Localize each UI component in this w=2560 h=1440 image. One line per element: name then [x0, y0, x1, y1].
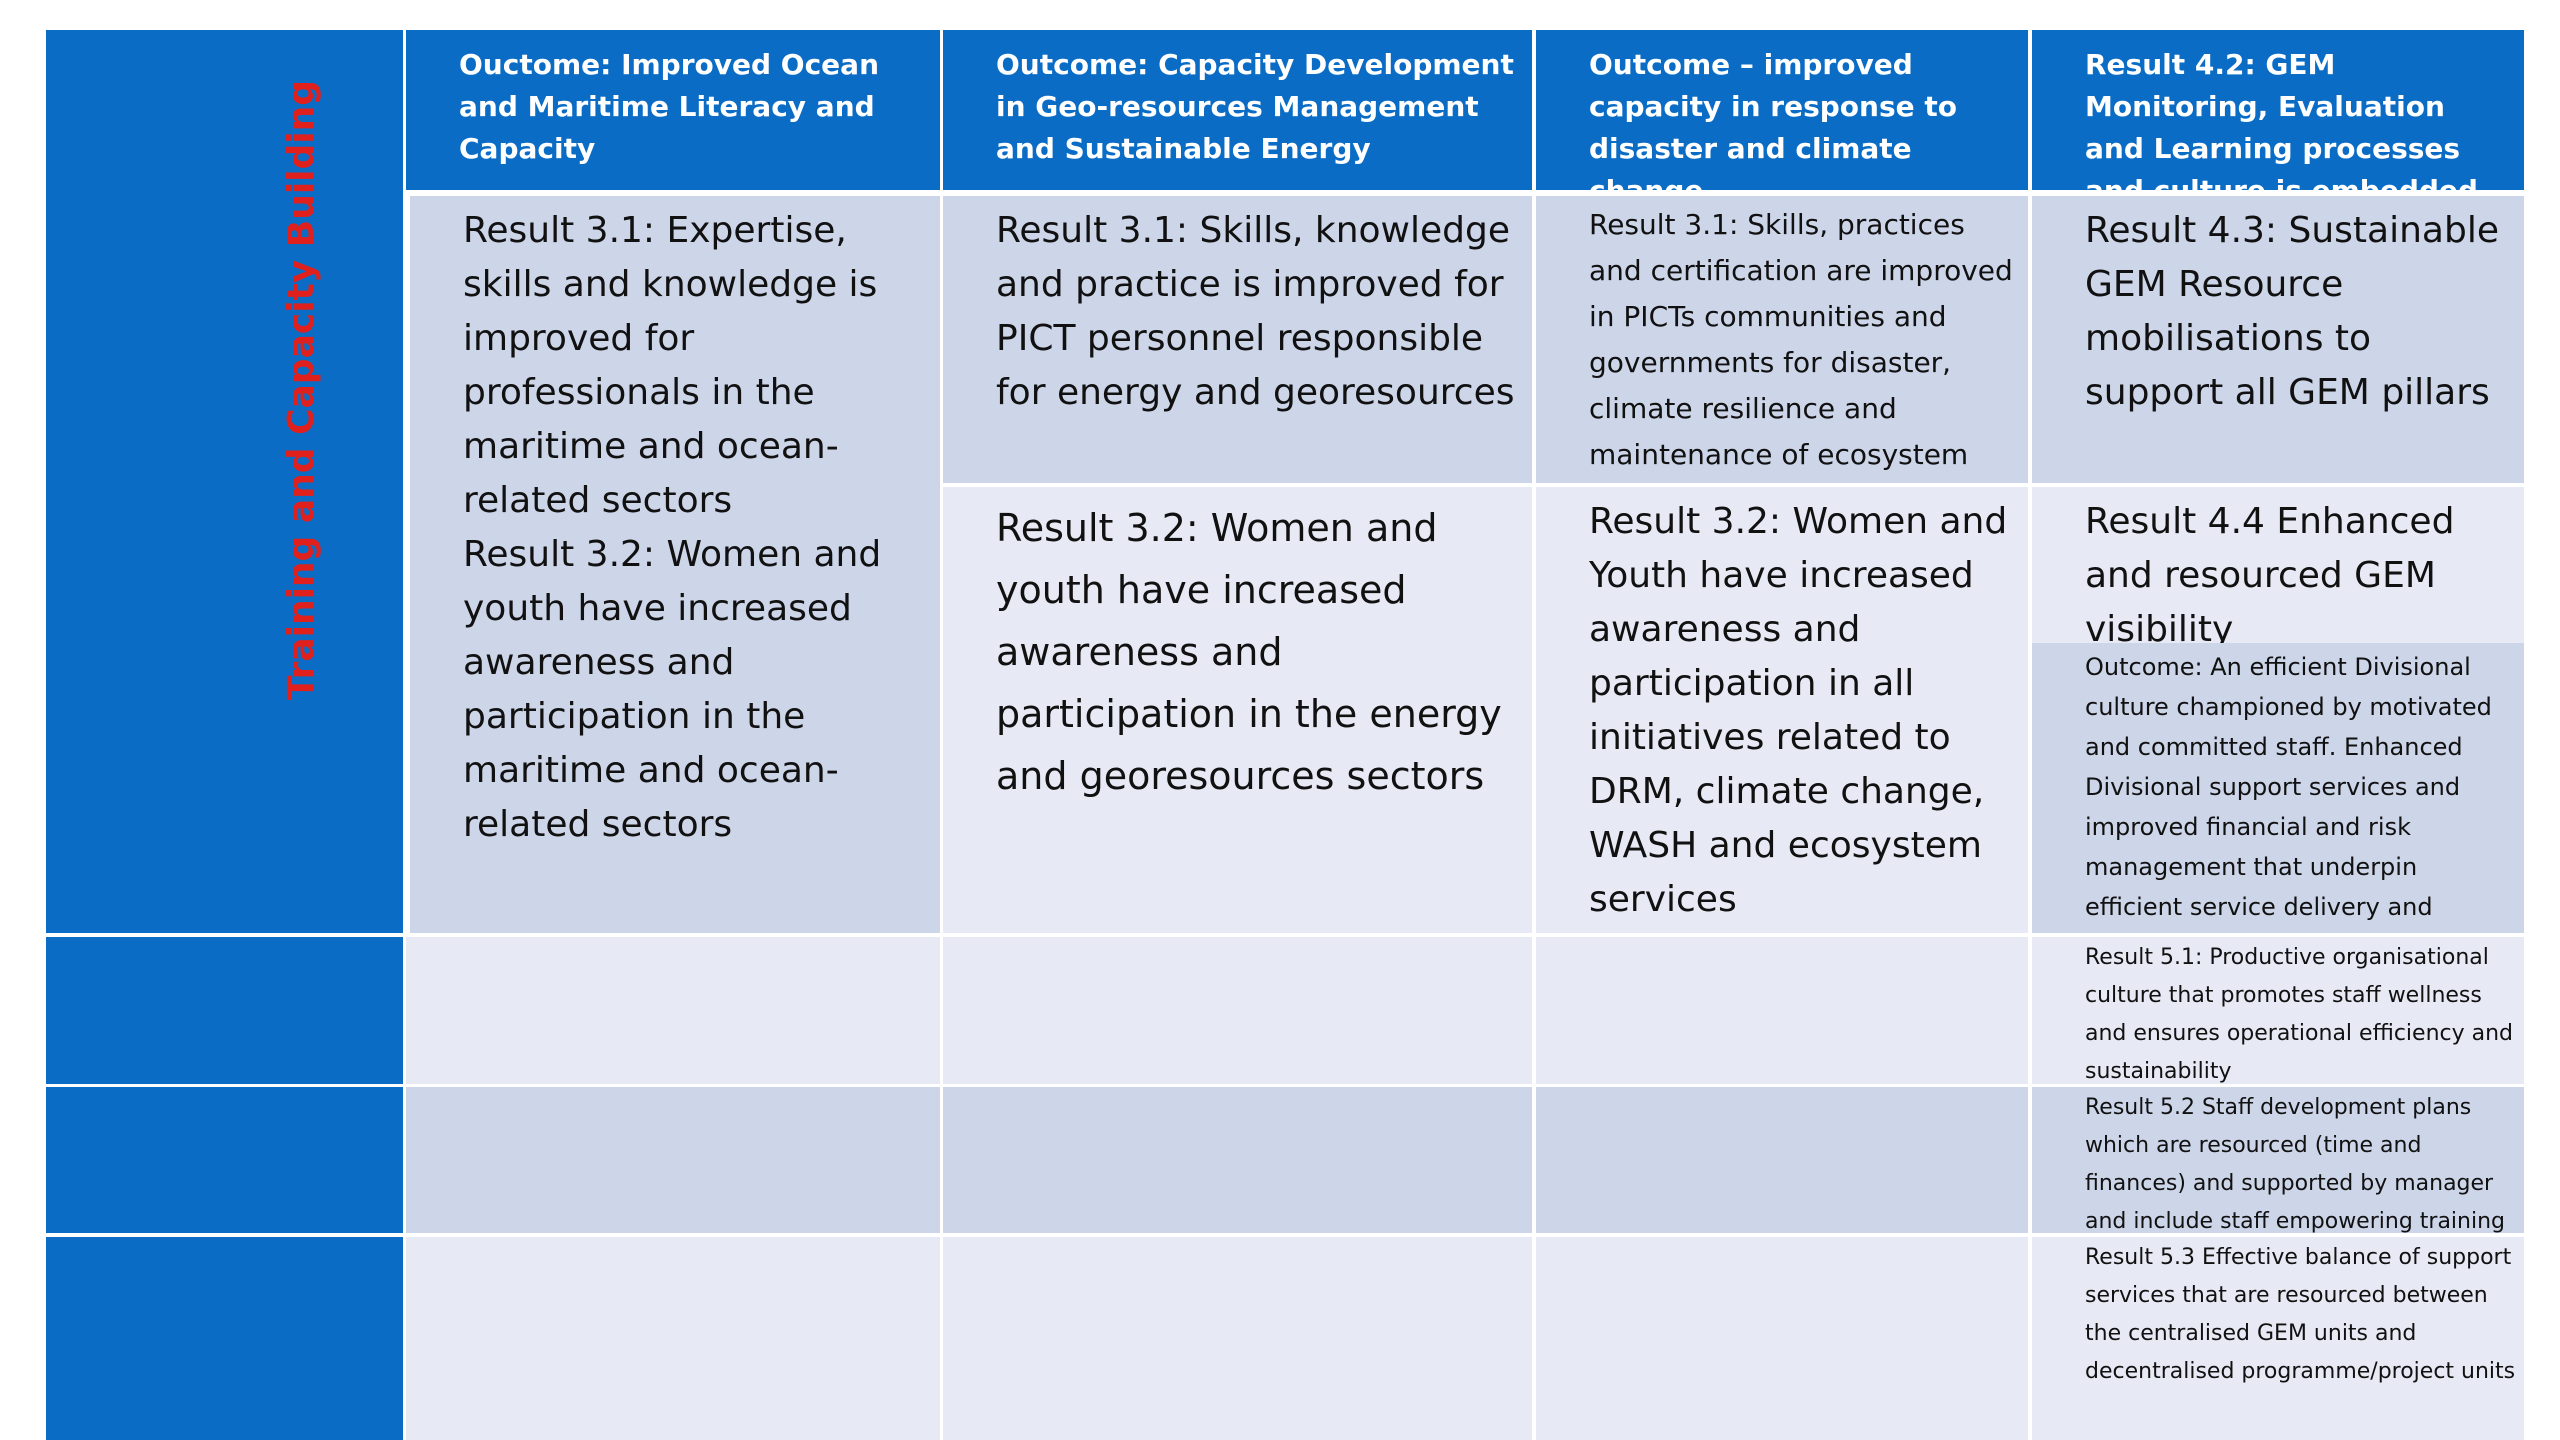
col4-result-5-3-cell: Result 5.3 Effective balance of support …: [2032, 1237, 2524, 1440]
side-block-row3: [46, 1087, 403, 1233]
row4-col2-cell: [943, 1237, 1532, 1440]
header-col1: Ouctome: Improved Ocean and Maritime Lit…: [406, 30, 940, 190]
header-col3: Outcome – improved capacity in response …: [1536, 30, 2028, 190]
col2-result-3-1: Result 3.1: Skills, knowledge and practi…: [996, 210, 1515, 413]
col4-result-4-4: Result 4.4 Enhanced and resourced GEM vi…: [2085, 501, 2455, 643]
col2-result-3-2-cell: Result 3.2: Women and youth have increas…: [943, 487, 1532, 933]
side-block-row4: [46, 1237, 403, 1440]
col1-result-3-1: Result 3.1: Expertise, skills and knowle…: [463, 210, 878, 521]
col4-result-4-3: Result 4.3: Sustainable GEM Resource mob…: [2085, 210, 2499, 413]
row2-col1-cell: [406, 937, 940, 1084]
col4-result-4-3-cell: Result 4.3: Sustainable GEM Resource mob…: [2032, 196, 2524, 483]
row2-col3-cell: [1536, 937, 2028, 1084]
col1-main-cell: Result 3.1: Expertise, skills and knowle…: [410, 196, 940, 933]
header-col4: Result 4.2: GEM Monitoring, Evaluation a…: [2032, 30, 2524, 190]
col4-outcome-5-cell: Outcome: An efficient Divisional culture…: [2032, 643, 2524, 933]
col4-result-5-1-cell: Result 5.1: Productive organisational cu…: [2032, 937, 2524, 1084]
col3-result-3-1: Result 3.1: Skills, practices and certif…: [1589, 208, 2013, 471]
col4-result-5-3: Result 5.3 Effective balance of support …: [2085, 1245, 2516, 1384]
row3-col3-cell: [1536, 1087, 2028, 1233]
col2-result-3-1-cell: Result 3.1: Skills, knowledge and practi…: [943, 196, 1532, 483]
side-block-row2: [46, 937, 403, 1084]
row2-col2-cell: [943, 937, 1532, 1084]
col2-result-3-2: Result 3.2: Women and youth have increas…: [996, 506, 1502, 798]
row3-col2-cell: [943, 1087, 1532, 1233]
col3-result-3-2-cell: Result 3.2: Women and Youth have increas…: [1536, 487, 2028, 933]
col4-result-5-2: Result 5.2 Staff development plans which…: [2085, 1095, 2506, 1233]
header-col2: Outcome: Capacity Development in Geo-res…: [943, 30, 1532, 190]
row4-col1-cell: [406, 1237, 940, 1440]
side-label: Training and Capacity Building: [281, 79, 322, 701]
col4-outcome-5: Outcome: An efficient Divisional culture…: [2085, 653, 2492, 921]
col1-result-3-2: Result 3.2: Women and youth have increas…: [463, 534, 882, 845]
row4-col3-cell: [1536, 1237, 2028, 1440]
col3-result-3-1-cell: Result 3.1: Skills, practices and certif…: [1536, 196, 2028, 483]
col4-result-4-4-cell: Result 4.4 Enhanced and resourced GEM vi…: [2032, 487, 2524, 643]
col4-result-5-1: Result 5.1: Productive organisational cu…: [2085, 945, 2514, 1084]
side-block-training: [46, 30, 403, 933]
row3-col1-cell: [406, 1087, 940, 1233]
col3-result-3-2: Result 3.2: Women and Youth have increas…: [1589, 501, 2008, 920]
col4-result-5-2-cell: Result 5.2 Staff development plans which…: [2032, 1087, 2524, 1233]
